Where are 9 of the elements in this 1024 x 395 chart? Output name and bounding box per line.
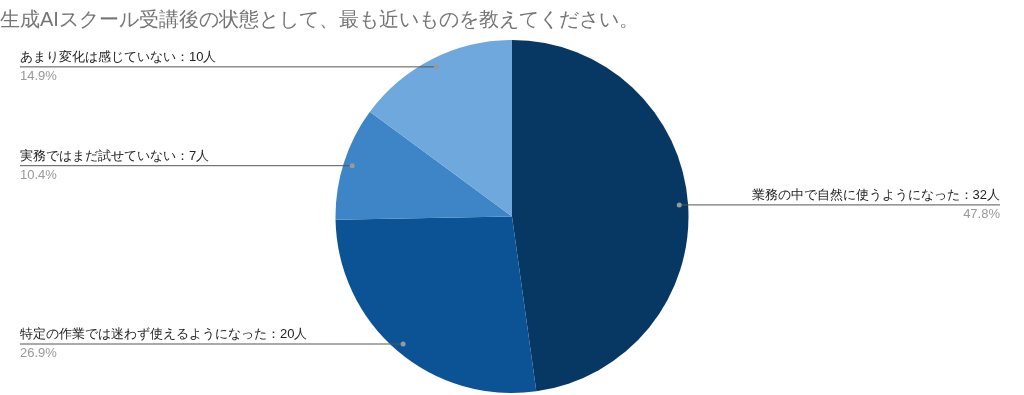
slice-label: 業務の中で自然に使うようになった：32人 xyxy=(751,187,1000,202)
slice-label: 特定の作業では迷わず使えるようになった：20人 xyxy=(20,326,308,342)
data-label: 14.9% xyxy=(20,67,58,83)
data-label: 10.4% xyxy=(20,166,58,182)
data-label: 47.8% xyxy=(963,206,1001,221)
slice-label: 実務ではまだ試せていない：7人 xyxy=(20,147,210,163)
chart-title: 生成AIスクール受講後の状態として、最も近いものを教えてください。 xyxy=(0,7,639,30)
data-label: 26.9% xyxy=(20,345,58,361)
slice-label: あまり変化は感じていない：10人 xyxy=(20,48,217,64)
